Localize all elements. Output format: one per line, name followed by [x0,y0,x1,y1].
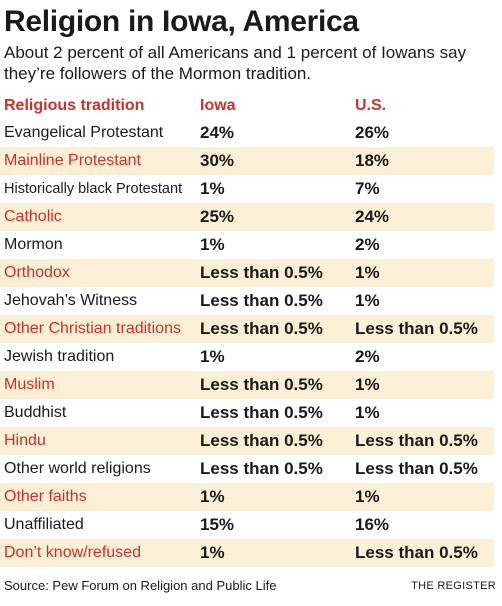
cell-us: Less than 0.5% [351,315,494,343]
table-row: Buddhist Less than 0.5% 1% [0,399,494,427]
cell-iowa: 1% [196,343,351,371]
cell-religious-tradition: Hindu [0,427,196,455]
cell-us: 16% [351,511,494,539]
cell-us: Less than 0.5% [351,539,494,567]
cell-religious-tradition: Historically black Protestant [0,175,196,203]
cell-us: Less than 0.5% [351,427,494,455]
cell-iowa: Less than 0.5% [196,399,351,427]
table-row: Mainline Protestant 30% 18% [0,147,494,175]
chart-subtitle: About 2 percent of all Americans and 1 p… [4,43,467,83]
table-row: Jewish tradition 1% 2% [0,343,494,371]
cell-iowa: 1% [196,175,351,203]
table-row: Muslim Less than 0.5% 1% [0,371,494,399]
religion-table: Religious tradition Iowa U.S. Evangelica… [0,93,494,567]
chart-title: Religion in Iowa, America [4,5,359,38]
cell-iowa: 15% [196,511,351,539]
cell-religious-tradition: Mainline Protestant [0,147,196,175]
cell-religious-tradition: Muslim [0,371,196,399]
cell-iowa: 30% [196,147,351,175]
cell-iowa: 1% [196,231,351,259]
table-row: Other world religions Less than 0.5% Less … [0,455,494,483]
cell-iowa: Less than 0.5% [196,427,351,455]
cell-iowa: 25% [196,203,351,231]
cell-us: 1% [351,287,494,315]
source-note: Source: Pew Forum on Religion and Public… [4,578,277,593]
cell-us: 24% [351,203,494,231]
cell-us: 1% [351,371,494,399]
table-row: Historically black Protestant 1% 7% [0,175,494,203]
cell-us: Less than 0.5% [351,455,494,483]
cell-religious-tradition: Jewish tradition [0,343,196,371]
header-iowa: Iowa [200,97,236,114]
cell-iowa: Less than 0.5% [196,371,351,399]
credit-label: THE REGISTER [411,580,496,592]
cell-religious-tradition: Other world religions [0,455,196,483]
table-row: Jehovah’s Witness Less than 0.5% 1% [0,287,494,315]
cell-iowa: Less than 0.5% [196,287,351,315]
cell-us: 18% [351,147,494,175]
cell-iowa: 1% [196,483,351,511]
cell-us: 2% [351,343,494,371]
cell-us: 26% [351,119,494,147]
cell-iowa: Less than 0.5% [196,455,351,483]
table-row: Don’t know/refused 1% Less than 0.5% [0,539,494,567]
table-row: Other Christian traditions Less than 0.5%… [0,315,494,343]
table-row: Evangelical Protestant 24% 26% [0,119,494,147]
cell-iowa: Less than 0.5% [196,259,351,287]
table-body: Evangelical Protestant 24% 26% Mainline Pro… [0,119,494,567]
cell-religious-tradition: Mormon [0,231,196,259]
table-row: Unaffiliated 15% 16% [0,511,494,539]
cell-us: 7% [351,175,494,203]
cell-iowa: 1% [196,539,351,567]
cell-religious-tradition: Buddhist [0,399,196,427]
header-us: U.S. [355,97,387,114]
table-row: Orthodox Less than 0.5% 1% [0,259,494,287]
cell-religious-tradition: Jehovah’s Witness [0,287,196,315]
header-row: Religious tradition Iowa U.S. [0,93,494,119]
cell-us: 2% [351,231,494,259]
cell-religious-tradition: Other Christian traditions [0,315,196,343]
cell-religious-tradition: Other faiths [0,483,196,511]
cell-us: 1% [351,259,494,287]
table-row: Mormon 1% 2% [0,231,494,259]
table-row: Other faiths 1% 1% [0,483,494,511]
cell-religious-tradition: Don’t know/refused [0,539,196,567]
table-row: Catholic 25% 24% [0,203,494,231]
cell-religious-tradition: Catholic [0,203,196,231]
cell-religious-tradition: Orthodox [0,259,196,287]
cell-iowa: 24% [196,119,351,147]
cell-us: 1% [351,483,494,511]
table-row: Hindu Less than 0.5% Less than 0.5% [0,427,494,455]
cell-religious-tradition: Unaffiliated [0,511,196,539]
header-religious-tradition: Religious tradition [4,97,145,114]
cell-religious-tradition: Evangelical Protestant [0,119,196,147]
cell-us: 1% [351,399,494,427]
cell-iowa: Less than 0.5% [196,315,351,343]
